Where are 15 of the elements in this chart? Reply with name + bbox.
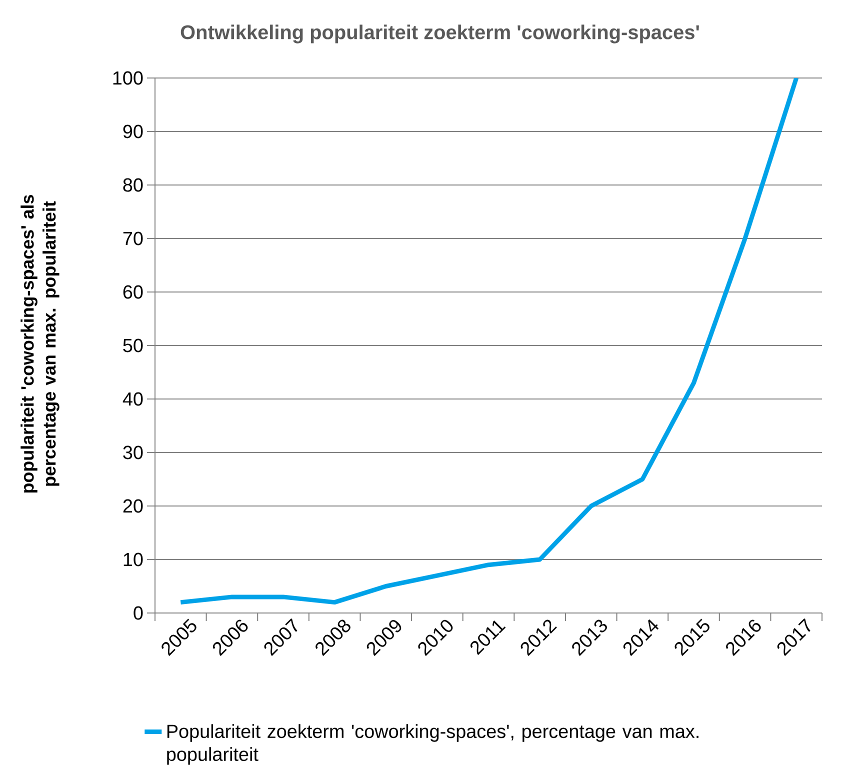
y-tick-label: 100	[113, 71, 143, 85]
y-tick-label: 10	[124, 552, 143, 566]
y-tick-label: 50	[123, 338, 143, 352]
y-tick-label: 0	[134, 606, 143, 620]
y-axis-title: populariteit 'coworking-spaces' als percentage van max. populariteit	[20, 194, 60, 493]
legend-label: Populariteit zoekterm 'coworking-spaces', percentage van max. populariteit	[167, 724, 698, 765]
y-tick-label: 60	[123, 285, 143, 299]
line-series	[178, 78, 799, 605]
y-tick-label: 80	[123, 178, 143, 192]
y-tick-label: 20	[123, 499, 143, 513]
y-tick-label: 90	[123, 124, 143, 138]
chart-title: Ontwikkeling populariteit zoekterm 'coworking-spaces'	[180, 24, 699, 44]
y-tick-label: 30	[123, 446, 143, 460]
y-tick-label: 70	[123, 232, 143, 246]
y-tick-label: 40	[122, 392, 143, 406]
